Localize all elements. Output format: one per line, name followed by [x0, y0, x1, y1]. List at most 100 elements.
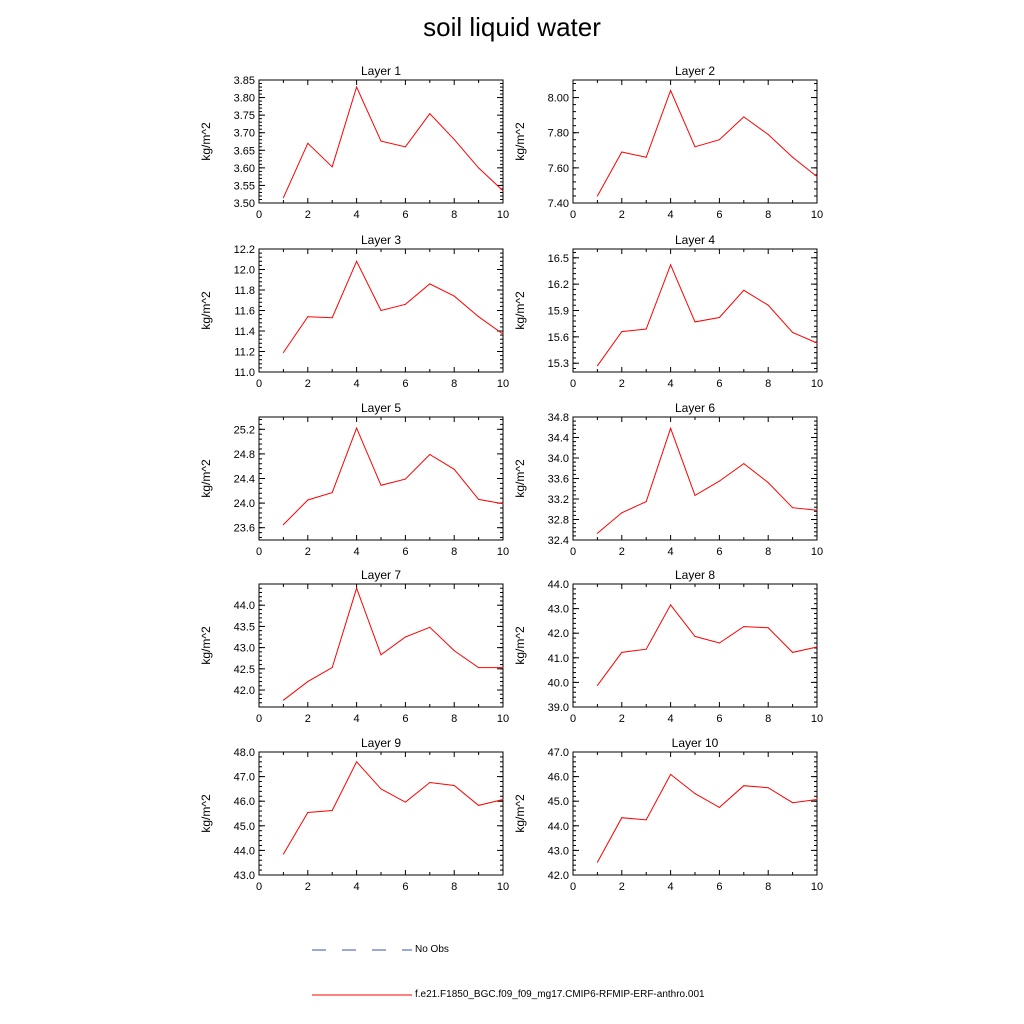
- panel-title: Layer 9: [361, 736, 401, 750]
- y-tick-label: 24.0: [234, 498, 255, 510]
- data-point: [429, 626, 431, 628]
- y-tick-label: 11.0: [234, 367, 255, 379]
- data-point: [331, 317, 333, 319]
- x-tick-label: 0: [256, 378, 262, 390]
- x-tick-label: 2: [619, 713, 625, 725]
- x-tick-label: 4: [354, 378, 360, 390]
- x-tick-label: 10: [811, 209, 823, 221]
- y-tick-label: 16.5: [548, 253, 569, 265]
- data-point: [743, 626, 745, 628]
- x-tick-label: 10: [811, 378, 823, 390]
- y-axis-label: kg/m^2: [199, 291, 213, 330]
- x-tick-label: 2: [619, 378, 625, 390]
- data-point: [356, 761, 358, 763]
- y-axis-label: kg/m^2: [199, 122, 213, 161]
- x-tick-label: 10: [497, 546, 509, 558]
- y-tick-label: 23.6: [234, 523, 255, 535]
- x-tick-label: 4: [354, 546, 360, 558]
- y-tick-label: 39.0: [548, 702, 569, 714]
- x-tick-label: 10: [497, 713, 509, 725]
- series-line: [597, 426, 818, 534]
- y-tick-label: 34.8: [548, 412, 569, 424]
- data-point: [307, 812, 309, 814]
- series-line: [283, 426, 504, 525]
- x-tick-label: 0: [570, 546, 576, 558]
- data-point: [718, 806, 720, 808]
- data-point: [767, 482, 769, 484]
- data-point: [792, 507, 794, 509]
- x-tick-label: 6: [402, 209, 408, 221]
- data-point: [453, 468, 455, 470]
- y-tick-label: 11.6: [234, 306, 255, 318]
- y-tick-label: 32.4: [548, 535, 569, 547]
- data-point: [478, 804, 480, 806]
- y-tick-label: 7.80: [548, 128, 569, 140]
- panel-title: Layer 5: [361, 401, 401, 415]
- plot-frame: [572, 79, 818, 204]
- y-tick-label: 48.0: [234, 747, 255, 759]
- series-line: [596, 773, 818, 863]
- data-point: [380, 484, 382, 486]
- y-tick-label: 3.55: [234, 180, 255, 192]
- y-tick-label: 44.0: [234, 845, 255, 857]
- data-point: [767, 787, 769, 789]
- panel-layer-5: Layer 5 kg/m^2 0 2 4 6 8 10 23.6 24.0 24.4 24.8 25.2: [199, 401, 509, 558]
- x-tick-label: 6: [716, 881, 722, 893]
- panel-layer-6: Layer 6 kg/m^2 0 2 4 6 8 10 32.4 32.8 33.2 33.6 34.0…: [513, 401, 823, 558]
- series-line: [283, 586, 503, 701]
- y-tick-label: 3.85: [234, 75, 255, 87]
- x-tick-label: 10: [811, 881, 823, 893]
- y-axis-label: kg/m^2: [513, 794, 527, 833]
- data-point: [429, 782, 431, 784]
- x-tick-label: 2: [619, 881, 625, 893]
- x-tick-label: 8: [451, 546, 457, 558]
- data-point: [453, 784, 455, 786]
- x-tick-label: 4: [668, 378, 674, 390]
- x-tick-label: 0: [256, 546, 262, 558]
- panel-title: Layer 10: [672, 736, 719, 750]
- x-tick-label: 6: [402, 378, 408, 390]
- x-tick-label: 0: [570, 378, 576, 390]
- data-point: [645, 648, 647, 650]
- data-point: [356, 427, 358, 429]
- y-axis-label: kg/m^2: [199, 626, 213, 665]
- x-tick-label: 6: [716, 378, 722, 390]
- data-point: [767, 133, 769, 135]
- y-tick-label: 24.4: [234, 474, 255, 486]
- y-tick-label: 34.0: [548, 453, 569, 465]
- y-tick-label: 47.0: [548, 747, 569, 759]
- data-point: [816, 646, 818, 648]
- data-point: [502, 798, 504, 800]
- x-tick-label: 0: [256, 881, 262, 893]
- data-point: [645, 819, 647, 821]
- y-tick-label: 3.65: [234, 145, 255, 157]
- y-tick-label: 7.40: [548, 198, 569, 210]
- y-tick-label: 3.50: [234, 198, 255, 210]
- data-point: [282, 352, 284, 354]
- panel-title: Layer 8: [675, 568, 715, 582]
- y-tick-label: 3.60: [234, 163, 255, 175]
- x-tick-label: 2: [619, 209, 625, 221]
- y-tick-label: 11.8: [234, 285, 255, 297]
- data-point: [694, 793, 696, 795]
- series-line: [596, 603, 818, 686]
- data-point: [718, 317, 720, 319]
- figure-title: soil liquid water: [423, 12, 601, 42]
- y-tick-label: 11.2: [234, 347, 255, 359]
- y-tick-label: 45.0: [548, 796, 569, 808]
- x-tick-label: 2: [305, 209, 311, 221]
- y-tick-label: 41.0: [548, 653, 569, 665]
- x-tick-label: 8: [451, 713, 457, 725]
- data-point: [596, 861, 598, 863]
- y-tick-label: 12.0: [234, 265, 255, 277]
- plot-frame: [572, 583, 818, 708]
- panel-layer-4: Layer 4 kg/m^2 0 2 4 6 8 10 15.3 15.6 15.9 16.2 16.5: [513, 233, 823, 390]
- data-point: [307, 142, 309, 144]
- data-point: [743, 116, 745, 118]
- panel-layer-2: Layer 2 kg/m^2 0 2 4 6 8 10 7.40 7.60 7.80 8.00: [513, 64, 823, 221]
- x-tick-label: 6: [402, 881, 408, 893]
- y-tick-label: 15.6: [548, 332, 569, 344]
- data-point: [307, 499, 309, 501]
- y-tick-label: 3.75: [234, 110, 255, 122]
